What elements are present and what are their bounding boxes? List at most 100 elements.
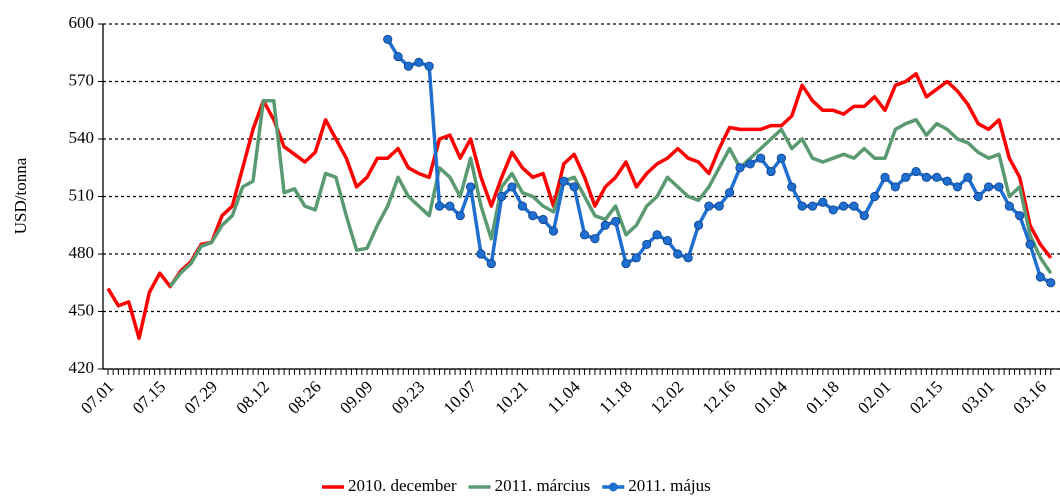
series-marker bbox=[797, 201, 807, 211]
x-tick-label: 09.09 bbox=[336, 377, 376, 417]
x-tick-label: 03.16 bbox=[1010, 377, 1050, 417]
series-marker bbox=[445, 201, 455, 211]
series-marker bbox=[621, 258, 631, 269]
series-marker bbox=[559, 176, 569, 186]
x-tick-label: 08.26 bbox=[284, 377, 324, 417]
x-tick-label: 11.04 bbox=[544, 377, 584, 417]
legend-label: 2010. december bbox=[348, 476, 457, 495]
series-marker bbox=[901, 172, 911, 182]
series-marker bbox=[611, 216, 621, 227]
series-marker bbox=[683, 253, 693, 263]
series-marker bbox=[838, 201, 849, 211]
x-tick-label: 03.01 bbox=[958, 377, 998, 417]
series-marker bbox=[476, 249, 486, 259]
y-tick-label: 510 bbox=[69, 185, 95, 204]
series-marker bbox=[724, 188, 735, 198]
series-marker bbox=[414, 57, 424, 67]
series-marker bbox=[735, 163, 745, 173]
series-marker bbox=[1004, 201, 1014, 211]
series-marker bbox=[642, 239, 652, 250]
series-marker bbox=[455, 211, 465, 221]
series-marker bbox=[714, 201, 724, 211]
y-tick-label: 420 bbox=[69, 358, 95, 377]
series-marker bbox=[859, 211, 869, 221]
series-marker bbox=[393, 51, 403, 62]
series-marker bbox=[807, 201, 818, 211]
series-marker bbox=[963, 172, 973, 182]
y-axis-label: USD/tonna bbox=[11, 157, 30, 234]
series-marker bbox=[662, 235, 673, 246]
y-tick-label: 480 bbox=[69, 243, 95, 262]
legend-label: 2011. május bbox=[628, 476, 710, 495]
x-tick-label: 07.01 bbox=[77, 377, 117, 417]
series-marker bbox=[528, 211, 538, 221]
series-line bbox=[168, 98, 1053, 288]
series-marker bbox=[787, 182, 797, 192]
series-line bbox=[386, 38, 1052, 285]
series-marker bbox=[704, 201, 714, 211]
x-tick-label: 10.07 bbox=[440, 377, 481, 418]
y-tick-label: 570 bbox=[69, 70, 95, 89]
x-tick-label: 07.29 bbox=[181, 377, 221, 417]
series-marker bbox=[465, 182, 476, 192]
series-marker bbox=[880, 172, 890, 182]
series-marker bbox=[693, 220, 704, 230]
series-marker bbox=[1015, 211, 1025, 221]
series-marker bbox=[434, 201, 445, 211]
y-tick-label: 540 bbox=[69, 128, 95, 147]
series-marker bbox=[745, 159, 755, 169]
series-marker bbox=[870, 191, 880, 202]
series-marker bbox=[983, 182, 994, 192]
series-marker bbox=[569, 182, 579, 192]
x-tick-label: 08.12 bbox=[233, 377, 273, 417]
x-tick-label: 09.23 bbox=[388, 377, 428, 417]
legend-label: 2011. március bbox=[495, 476, 591, 495]
series-marker bbox=[1046, 278, 1056, 288]
x-tick-label: 07.15 bbox=[129, 377, 169, 417]
series-marker bbox=[517, 201, 528, 211]
series-marker bbox=[776, 153, 787, 163]
x-tick-label: 02.15 bbox=[906, 377, 946, 417]
series-marker bbox=[383, 34, 393, 44]
series-marker bbox=[828, 205, 838, 215]
series-marker bbox=[600, 220, 610, 230]
y-tick-label: 450 bbox=[69, 300, 95, 319]
series-marker bbox=[1025, 239, 1035, 250]
series-marker bbox=[849, 201, 859, 211]
series-marker bbox=[631, 253, 641, 263]
x-tick-label: 11.18 bbox=[596, 377, 636, 417]
x-tick-label: 01.18 bbox=[802, 377, 842, 417]
x-tick-label: 12.16 bbox=[699, 377, 739, 417]
x-tick-label: 02.01 bbox=[854, 377, 894, 417]
series-marker bbox=[818, 197, 828, 207]
series-marker bbox=[538, 214, 548, 225]
series-marker bbox=[403, 61, 414, 71]
legend-marker bbox=[608, 482, 618, 492]
series-marker bbox=[890, 182, 900, 192]
series-marker bbox=[1035, 272, 1046, 282]
series-marker bbox=[673, 249, 683, 259]
series-marker bbox=[548, 226, 559, 236]
series-marker bbox=[952, 182, 963, 192]
x-tick-label: 10.21 bbox=[492, 377, 532, 417]
y-tick-label: 600 bbox=[69, 13, 95, 32]
series-marker bbox=[424, 61, 434, 71]
series-marker bbox=[921, 172, 932, 182]
x-tick-label: 01.04 bbox=[751, 377, 792, 418]
series-marker bbox=[590, 234, 600, 244]
series-line bbox=[106, 72, 1053, 341]
series-marker bbox=[652, 230, 662, 240]
series-marker bbox=[766, 166, 776, 177]
series-marker bbox=[994, 182, 1004, 192]
series-marker bbox=[932, 172, 942, 182]
series-marker bbox=[911, 166, 921, 177]
series-marker bbox=[579, 230, 590, 240]
x-tick-label: 12.02 bbox=[647, 377, 687, 417]
series-marker bbox=[973, 191, 983, 202]
series-marker bbox=[497, 191, 507, 202]
series-marker bbox=[756, 153, 766, 163]
series-marker bbox=[942, 176, 952, 186]
series-marker bbox=[507, 182, 517, 192]
series-marker bbox=[486, 258, 496, 269]
